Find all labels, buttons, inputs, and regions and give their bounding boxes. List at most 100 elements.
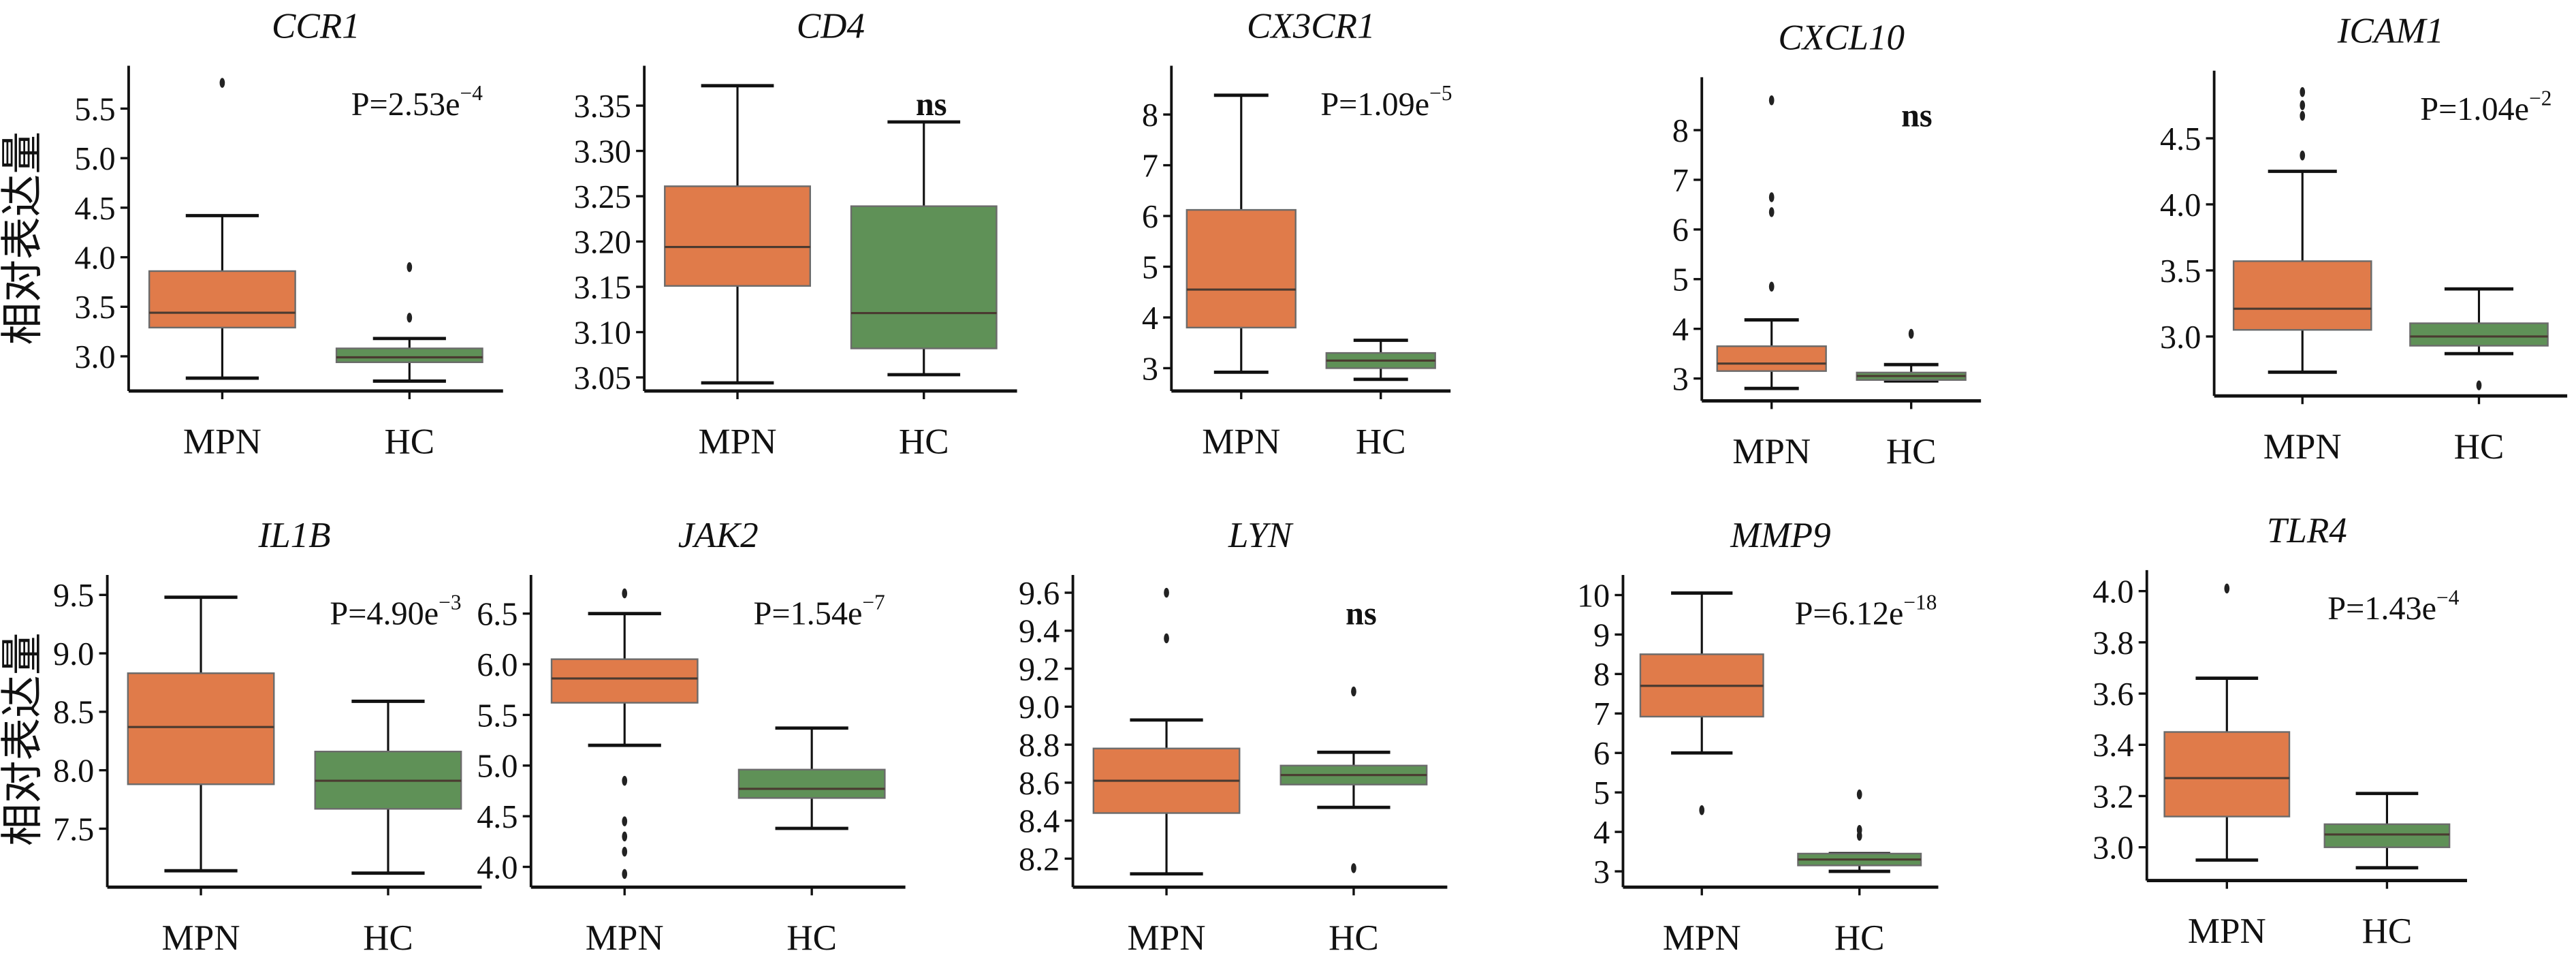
outlier-point <box>407 313 413 323</box>
y-tick-label: 8.0 <box>53 753 94 790</box>
x-tick-label: HC <box>1356 422 1406 462</box>
outlier-point <box>1699 805 1705 815</box>
x-tick-label: MPN <box>162 918 240 958</box>
y-tick-label: 5.0 <box>74 141 115 177</box>
box-hc: HC <box>2323 792 2451 951</box>
y-tick-label: 5.5 <box>477 698 518 734</box>
x-tick-label: HC <box>1834 918 1885 958</box>
panel-title: TLR4 <box>2267 511 2347 550</box>
y-tick-label: 5 <box>1142 249 1158 285</box>
p-value-annotation: ns <box>1901 98 1933 134</box>
outlier-point <box>1351 863 1356 873</box>
y-tick-label: 3.2 <box>2093 779 2133 815</box>
box-mpn: MPN <box>1092 587 1241 958</box>
outlier-point <box>2300 100 2306 110</box>
box-mpn: MPN <box>148 78 296 462</box>
panel-cxcl10: CXCL10 3 4 5 6 7 8 MPN HC ns <box>1672 18 1982 471</box>
y-tick-label: 3.05 <box>573 360 631 396</box>
outlier-point <box>407 262 413 272</box>
p-value-exponent: −5 <box>1429 81 1452 105</box>
panel-lyn: LYN 8.28.48.68.89.09.29.49.6 MPN HC ns <box>1019 516 1448 958</box>
x-tick-label: HC <box>786 918 837 958</box>
box-mpn: MPN <box>550 588 699 958</box>
y-tick-label: 7 <box>1672 163 1689 199</box>
panel-title: CD4 <box>797 6 865 46</box>
box-iqr <box>550 658 699 704</box>
box-hc: HC <box>335 262 483 462</box>
p-value-exponent: −4 <box>2436 585 2460 609</box>
x-tick-label: HC <box>1329 918 1379 958</box>
box-iqr <box>335 347 483 363</box>
y-tick-label: 8.4 <box>1019 804 1060 840</box>
p-value-exponent: −3 <box>439 591 461 614</box>
p-value-annotation: P=4.90e−3 <box>330 591 461 632</box>
y-tick-label: 6 <box>1593 736 1610 772</box>
box-mpn: MPN <box>127 595 275 958</box>
y-tick-label: 3.35 <box>573 89 631 125</box>
p-value-text: P=2.53e <box>351 87 460 123</box>
panel-title: ICAM1 <box>2337 12 2444 51</box>
panel-cd4: CD4 3.05 3.10 3.15 3.20 3.25 3.30 3.35 MPN HC ns <box>573 6 1017 462</box>
y-tick-label: 3.8 <box>2093 625 2133 661</box>
x-tick-label: HC <box>363 918 413 958</box>
box-iqr <box>737 768 886 799</box>
y-tick-label: 8.5 <box>53 695 94 731</box>
p-value-text: ns <box>1346 595 1377 632</box>
x-tick-label: HC <box>899 422 949 462</box>
y-tick-label: 6 <box>1142 199 1158 235</box>
y-tick-label: 8.8 <box>1019 728 1060 764</box>
panel-title: JAK2 <box>678 516 759 555</box>
outlier-point <box>1164 633 1169 644</box>
box-hc: HC <box>1856 328 1967 471</box>
y-tick-label: 5.0 <box>477 749 518 785</box>
y-tick-label: 3.15 <box>573 270 631 306</box>
y-tick-label: 4.0 <box>477 850 518 886</box>
y-tick-label: 3.6 <box>2093 676 2133 713</box>
y-tick-label: 9 <box>1593 617 1610 653</box>
y-tick-label: 3 <box>1142 351 1158 387</box>
outlier-point <box>1856 824 1862 835</box>
p-value-text: P=1.09e <box>1320 87 1429 123</box>
y-tick-label: 8 <box>1672 113 1689 149</box>
y-tick-label: 5 <box>1672 262 1689 298</box>
y-tick-label: 3.5 <box>2160 253 2201 290</box>
p-value-annotation: P=1.09e−5 <box>1320 81 1452 123</box>
box-hc: HC <box>850 120 998 462</box>
p-value-annotation: ns <box>1346 595 1377 632</box>
p-value-annotation: P=1.54e−7 <box>754 591 885 632</box>
p-value-annotation: P=1.43e−4 <box>2327 585 2459 627</box>
x-tick-label: MPN <box>586 918 664 958</box>
y-tick-label: 3.20 <box>573 224 631 260</box>
panel-icam1: ICAM1 3.0 3.5 4.0 4.5 MPN HC P=1.04e−2 <box>2160 12 2568 467</box>
box-mpn: MPN <box>2163 583 2291 951</box>
outlier-point <box>1768 95 1775 106</box>
y-tick-label: 4.5 <box>2160 121 2201 157</box>
y-tick-label: 9.0 <box>1019 689 1060 726</box>
panel-ccr1: CCR1 3.0 3.5 4.0 4.5 5.0 5.5 MPN HC P=2.53e−4 <box>74 6 503 462</box>
y-tick-label: 10 <box>1577 578 1610 614</box>
y-tick-label: 8.6 <box>1019 766 1060 802</box>
y-tick-label: 6.5 <box>477 597 518 633</box>
outlier-point <box>622 588 628 599</box>
box-hc: HC <box>1797 789 1922 958</box>
box-mpn: MPN <box>2232 87 2372 467</box>
y-tick-label: 4 <box>1672 312 1689 348</box>
y-tick-label: 4 <box>1142 300 1158 337</box>
y-tick-label: 3.0 <box>2093 830 2133 867</box>
y-tick-label: 3.0 <box>2160 320 2201 356</box>
p-value-exponent: −18 <box>1903 591 1937 614</box>
panel-mmp9: MMP9 34 56 78 910 MPN HC P=6.12e−18 <box>1577 516 1939 958</box>
x-tick-label: MPN <box>2263 427 2342 467</box>
y-tick-label: 9.5 <box>53 578 94 614</box>
outlier-point <box>622 831 628 842</box>
box-iqr <box>127 672 275 785</box>
outlier-point <box>622 816 628 826</box>
p-value-exponent: −7 <box>862 591 885 614</box>
outlier-point <box>622 846 628 857</box>
outlier-point <box>1768 207 1775 217</box>
x-tick-label: HC <box>2454 427 2505 467</box>
panel-il1b: IL1B 7.5 8.0 8.5 9.0 9.5 MPN HC P=4.90e−3 <box>53 516 482 958</box>
p-value-text: P=1.54e <box>754 595 863 632</box>
p-value-text: P=6.12e <box>1795 595 1904 632</box>
